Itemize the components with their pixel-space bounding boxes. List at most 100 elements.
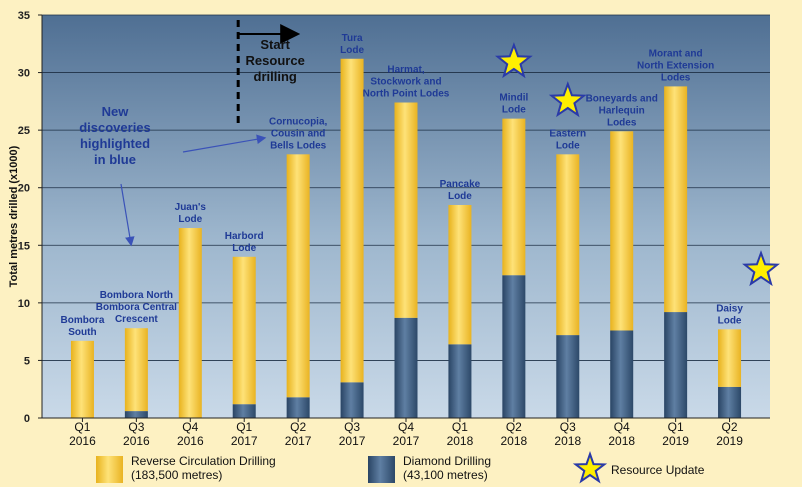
x-tick-quarter: Q3 [344,420,360,434]
y-tick-label: 30 [18,68,30,80]
x-tick-year: 2018 [501,434,528,448]
legend-star-icon [572,450,608,484]
lode-label: Harlequin [599,105,645,116]
x-tick-quarter: Q1 [74,420,90,434]
x-tick-quarter: Q4 [398,420,414,434]
lode-label: Tura [342,33,363,44]
lode-label: Pancake [440,179,481,190]
bar-diamond [556,335,580,418]
lode-label: Harbord [225,231,264,242]
x-tick-year: 2019 [662,434,689,448]
lode-label: Cornucopia, [269,116,328,127]
x-tick-quarter: Q2 [506,420,522,434]
y-tick-label: 10 [18,298,30,310]
legend-label-resource-update: Resource Update [611,463,705,477]
x-tick-quarter: Q3 [128,420,144,434]
callout-text: New [102,104,130,119]
x-tick-year: 2016 [123,434,150,448]
bar-diamond [286,397,310,418]
lode-label: Morant and [649,48,703,59]
bar-reverse-circulation [178,228,202,418]
x-tick-year: 2018 [554,434,581,448]
y-tick-label: 35 [18,10,30,22]
lode-label: South [68,327,96,338]
callout-text: discoveries [79,120,151,135]
bar-reverse-circulation [502,118,526,276]
lode-label: Boneyards and [586,93,658,104]
lode-label: Lode [718,315,742,326]
lode-label: Bombora Central [96,302,177,313]
lode-label: Lode [556,140,580,151]
resource-marker-text: drilling [254,69,297,84]
x-tick-quarter: Q2 [290,420,306,434]
lode-label: Lode [448,191,472,202]
bar-reverse-circulation [556,154,580,336]
x-tick-year: 2017 [393,434,420,448]
bar-diamond [340,382,364,418]
x-tick-year: 2017 [231,434,258,448]
lode-label: Eastern [549,128,586,139]
x-tick-quarter: Q1 [236,420,252,434]
y-tick-label: 15 [18,240,30,252]
lode-label: Bombora [60,315,104,326]
lode-label: Crescent [115,314,158,325]
lode-label: Lode [340,45,364,56]
y-axis-label: Total metres drilled (x1000) [8,145,20,287]
bar-diamond [394,317,418,418]
bar-diamond [664,312,688,418]
bar-diamond [448,344,472,418]
callout-arrow [182,134,267,153]
y-tick-label: 0 [24,413,30,425]
lode-label: Stockwork and [370,77,441,88]
bar-reverse-circulation [718,329,742,387]
bar-reverse-circulation [124,328,148,412]
y-tick-label: 20 [18,183,30,195]
bar-diamond [232,404,256,418]
lode-label: Bells Lodes [270,140,327,151]
x-tick-quarter: Q1 [668,420,684,434]
resource-update-star [742,250,780,287]
lode-label: Juan's [175,202,207,213]
callout-arrow [120,183,135,247]
lode-label: Daisy [716,303,743,314]
legend-note-diamond: (43,100 metres) [403,468,488,482]
legend-label-reverse-circulation: Reverse Circulation Drilling [131,454,276,468]
y-tick-label: 25 [18,125,30,137]
bar-diamond [718,386,742,418]
x-tick-year: 2018 [608,434,635,448]
bar-reverse-circulation [610,131,634,331]
legend-note-reverse-circulation: (183,500 metres) [131,468,222,482]
lode-label: Cousin and [271,128,325,139]
lode-label: Mindil [499,93,528,104]
lode-label: Lode [232,243,256,254]
bar-reverse-circulation [232,256,256,405]
lode-label: Lodes [661,72,691,83]
bar-reverse-circulation [448,204,472,345]
resource-update-star [548,81,587,118]
legend-swatch-reverse-circulation [96,456,123,483]
callout-text: highlighted [80,136,150,151]
bar-reverse-circulation [394,102,418,318]
bar-diamond [610,330,634,418]
lode-label: North Extension [637,60,714,71]
bar-reverse-circulation [286,154,310,398]
x-tick-quarter: Q2 [722,420,738,434]
callout-text: in blue [94,152,136,167]
bar-reverse-circulation [664,86,688,313]
bar-reverse-circulation [340,58,364,383]
lode-label: Bombora North [100,290,173,301]
resource-update-star [494,42,533,79]
lode-label: Lodes [607,117,637,128]
legend-label-diamond: Diamond Drilling [403,454,491,468]
x-tick-year: 2016 [177,434,204,448]
resource-marker-text: Start [260,37,290,52]
x-tick-year: 2019 [716,434,743,448]
y-tick-label: 5 [24,355,30,367]
x-tick-quarter: Q4 [614,420,630,434]
lode-label: Harmat, [387,65,424,76]
lode-label: North Point Lodes [363,89,450,100]
x-tick-quarter: Q1 [452,420,468,434]
x-tick-quarter: Q3 [560,420,576,434]
